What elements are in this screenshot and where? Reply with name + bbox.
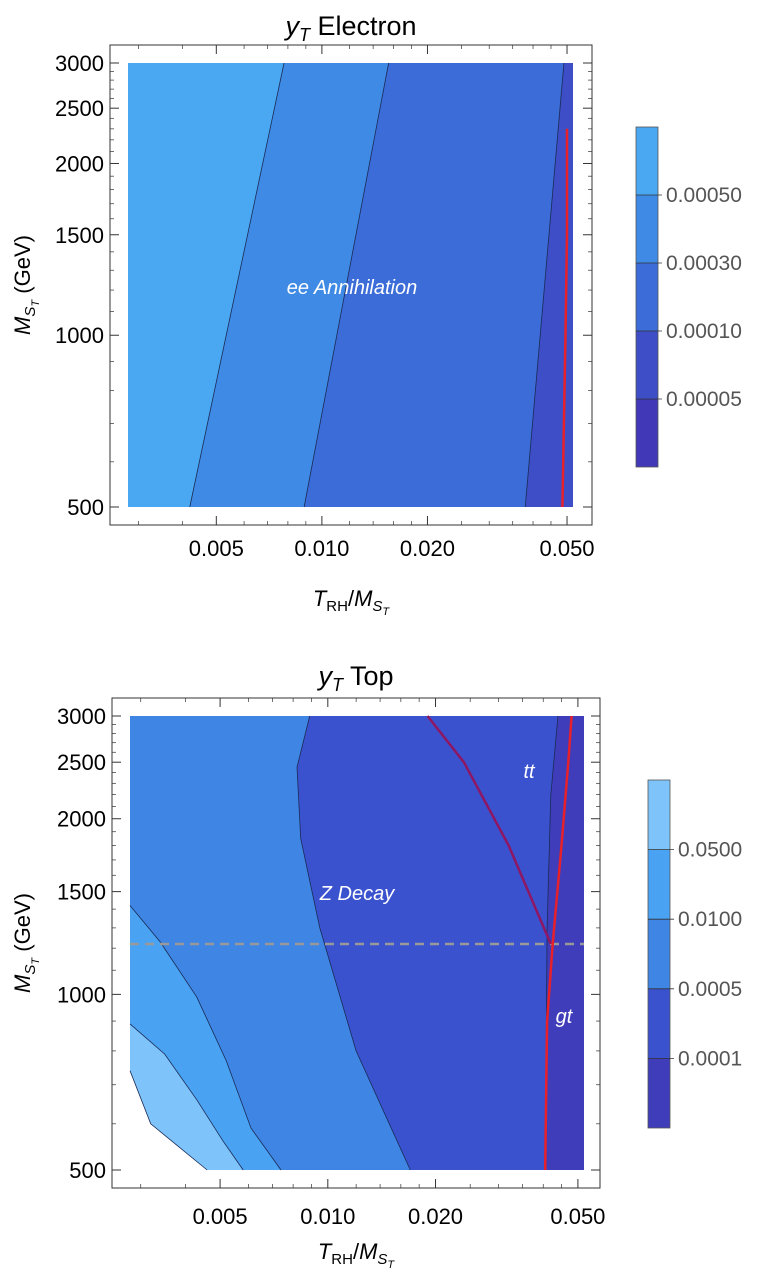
contour-line xyxy=(303,62,390,508)
red-curve xyxy=(561,128,569,508)
colorbar-segment xyxy=(648,919,670,989)
colorbar: 0.00050 0.00030 0.00010 0.00005 xyxy=(635,126,742,468)
colorbar-segment xyxy=(648,780,670,850)
region-annotation: gt xyxy=(556,1006,574,1028)
colorbar-label: 0.0001 xyxy=(678,1047,742,1070)
chart-title: yT Electron xyxy=(283,11,416,45)
colorbar-segment xyxy=(648,1058,670,1128)
x-tick-label: 0.010 xyxy=(294,536,349,561)
colorbar-label: 0.0005 xyxy=(678,978,742,1001)
contour-region xyxy=(545,716,584,1170)
colorbar-segment xyxy=(636,127,658,195)
x-tick-label: 0.020 xyxy=(400,536,455,561)
colorbar-segment xyxy=(636,331,658,399)
y-tick-label: 2500 xyxy=(55,96,104,121)
x-tick-label: 0.050 xyxy=(550,1204,605,1229)
y-tick-label: 2000 xyxy=(55,151,104,176)
y-tick-label: 1000 xyxy=(57,982,106,1007)
y-tick-label: 2000 xyxy=(57,807,106,832)
red-curve xyxy=(543,715,573,1171)
region-annotation: tt xyxy=(523,761,536,783)
empty-region xyxy=(130,1070,208,1170)
colorbar-label: 0.00050 xyxy=(666,184,742,207)
y-tick-label: 1500 xyxy=(55,223,104,248)
region-annotation: Z Decay xyxy=(319,883,395,905)
colorbar-segment xyxy=(636,399,658,467)
contour-region xyxy=(304,63,564,507)
colorbar-frame xyxy=(635,126,659,468)
chart-2: yT Top Z Decay tt gt 0.005 0.010 0.020 0.050 500… xyxy=(10,661,742,1271)
x-tick-label: 0.010 xyxy=(300,1204,355,1229)
chart-title: yT Top xyxy=(316,661,393,695)
contour-line xyxy=(189,62,285,508)
y-axis-label: MST (GeV) xyxy=(10,235,42,335)
colorbar-segment xyxy=(648,849,670,920)
colorbar-label: 0.0100 xyxy=(678,908,742,931)
contour-line xyxy=(129,1023,244,1171)
colorbar-segment xyxy=(636,195,658,263)
contour-line xyxy=(129,1070,208,1171)
y-tick-label: 3000 xyxy=(55,51,104,76)
y-tick-label: 500 xyxy=(69,1158,106,1183)
colorbar-label: 0.00010 xyxy=(666,320,742,343)
y-axis-label: MST (GeV) xyxy=(10,893,42,993)
y-tick-label: 2500 xyxy=(57,750,106,775)
colorbar: 0.0500 0.0100 0.0005 0.0001 xyxy=(647,779,742,1129)
y-tick-label: 1000 xyxy=(55,323,104,348)
x-axis-label: TRH/MST xyxy=(318,1239,396,1271)
colorbar-label: 0.0500 xyxy=(678,839,742,862)
purple-curve xyxy=(426,715,552,945)
colorbar-frame xyxy=(647,779,671,1129)
y-tick-label: 3000 xyxy=(57,704,106,729)
y-tick-label: 1500 xyxy=(57,880,106,905)
colorbar-label: 0.00030 xyxy=(666,252,742,275)
region-annotation: ee Annihilation xyxy=(287,277,417,299)
x-tick-label: 0.005 xyxy=(189,536,244,561)
chart-1: yT Electron ee Annihilation 0.005 0.010 0.02… xyxy=(10,11,742,618)
contour-region xyxy=(189,63,389,507)
contour-line xyxy=(524,62,565,508)
x-axis-label: TRH/MST xyxy=(313,586,391,618)
contour-line xyxy=(129,905,282,1171)
colorbar-segment xyxy=(648,988,670,1059)
colorbar-label: 0.00005 xyxy=(666,388,742,411)
x-tick-label: 0.020 xyxy=(408,1204,463,1229)
colorbar-segment xyxy=(636,263,658,331)
contour-region xyxy=(525,63,573,507)
x-tick-label: 0.005 xyxy=(193,1204,248,1229)
x-tick-label: 0.050 xyxy=(539,536,594,561)
contour-region xyxy=(128,63,284,507)
contour-line xyxy=(296,715,411,1171)
y-tick-label: 500 xyxy=(67,495,104,520)
